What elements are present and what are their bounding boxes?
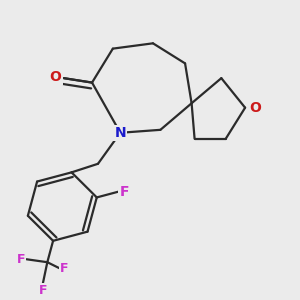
Text: F: F: [60, 262, 69, 275]
Text: F: F: [17, 253, 26, 266]
Text: F: F: [119, 185, 129, 199]
Text: N: N: [115, 126, 126, 140]
Text: F: F: [39, 284, 47, 297]
Text: O: O: [50, 70, 61, 84]
Text: O: O: [250, 101, 262, 115]
